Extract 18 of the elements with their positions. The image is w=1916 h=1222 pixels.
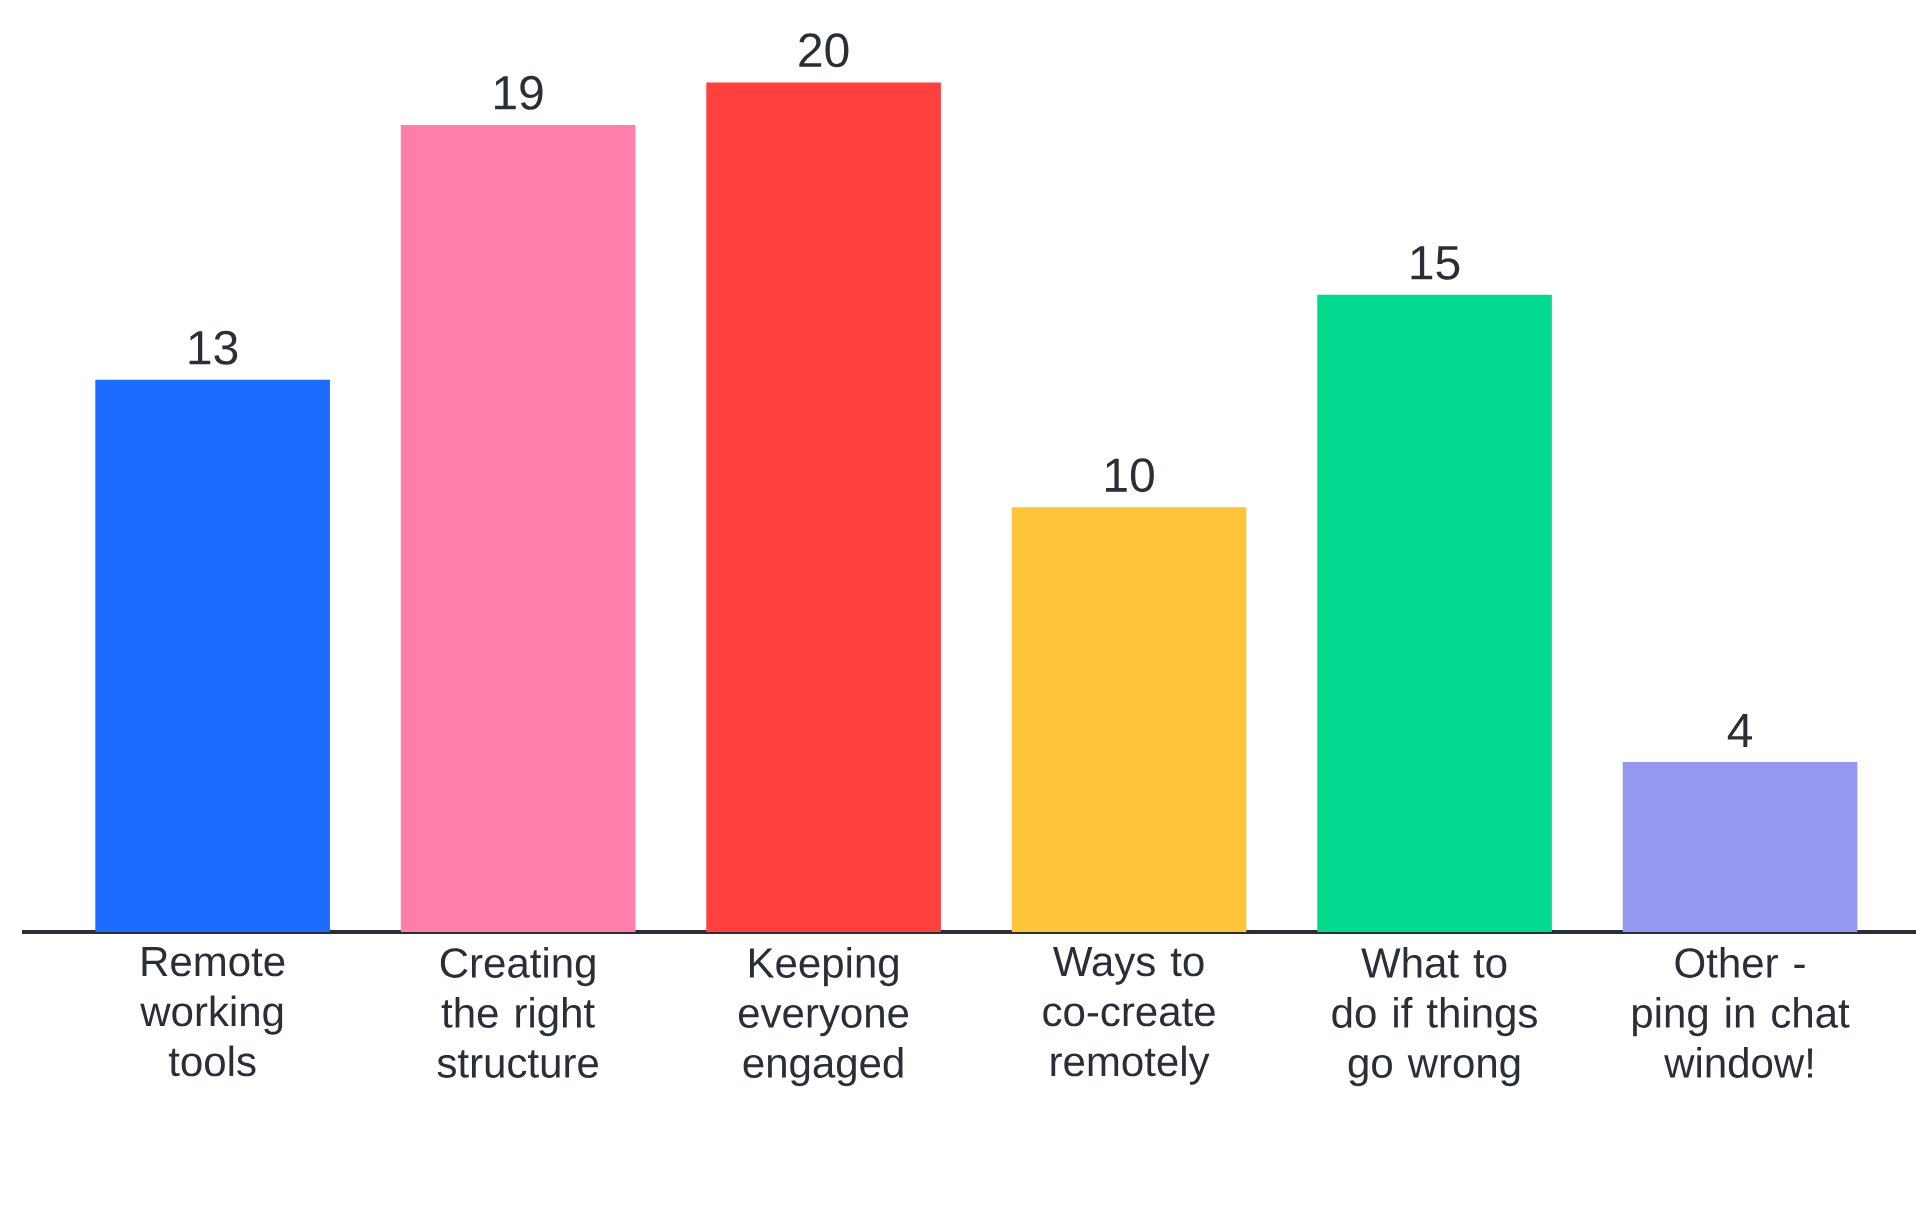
data-label: 19 [495, 75, 543, 110]
x-tick-label: Creating the right structure [437, 947, 598, 1078]
x-tick-label: Ways to co-create remotely [1043, 947, 1215, 1085]
data-label: 10 [1106, 458, 1154, 493]
data-label: 20 [799, 33, 849, 68]
x-tick-label: Keeping everyone engaged [738, 947, 909, 1087]
bar [1622, 762, 1858, 932]
x-tick-label: Other - ping in chat window! [1633, 947, 1850, 1078]
bar [706, 82, 941, 932]
bar [1317, 294, 1552, 932]
data-label: 15 [1411, 246, 1460, 280]
data-label: 4 [1727, 713, 1752, 748]
bar [95, 379, 330, 932]
data-label: 13 [189, 330, 238, 365]
x-tick-label: Remote working tools [140, 947, 285, 1077]
x-tick-label: What to do if things go wrong [1332, 947, 1537, 1087]
bar [400, 124, 636, 932]
bar [1011, 507, 1247, 932]
